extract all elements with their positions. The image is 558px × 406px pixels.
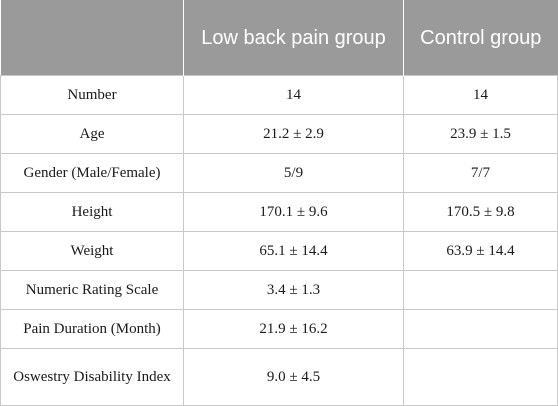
lbp-value: 65.1 ± 14.4 bbox=[183, 231, 404, 271]
control-value: 63.9 ± 14.4 bbox=[403, 231, 558, 271]
row-label: Oswestry Disability Index bbox=[0, 348, 184, 406]
row-label: Age bbox=[0, 114, 184, 154]
lbp-value: 14 bbox=[183, 75, 404, 115]
header-label-column bbox=[0, 0, 184, 76]
control-value: 7/7 bbox=[403, 153, 558, 193]
table-row: Gender (Male/Female) 5/9 7/7 bbox=[0, 153, 558, 193]
lbp-value: 3.4 ± 1.3 bbox=[183, 270, 404, 310]
lbp-value: 5/9 bbox=[183, 153, 404, 193]
control-value bbox=[403, 348, 558, 406]
header-low-back-pain-group: Low back pain group bbox=[183, 0, 404, 76]
lbp-value: 170.1 ± 9.6 bbox=[183, 192, 404, 232]
table-header-row: Low back pain group Control group bbox=[0, 0, 558, 76]
table-row: Oswestry Disability Index 9.0 ± 4.5 bbox=[0, 348, 558, 406]
row-label: Weight bbox=[0, 231, 184, 271]
table-row: Number 14 14 bbox=[0, 75, 558, 115]
row-label: Gender (Male/Female) bbox=[0, 153, 184, 193]
lbp-value: 21.9 ± 16.2 bbox=[183, 309, 404, 349]
header-control-group: Control group bbox=[403, 0, 558, 76]
control-value: 170.5 ± 9.8 bbox=[403, 192, 558, 232]
table-row: Height 170.1 ± 9.6 170.5 ± 9.8 bbox=[0, 192, 558, 232]
row-label: Number bbox=[0, 75, 184, 115]
table-row: Numeric Rating Scale 3.4 ± 1.3 bbox=[0, 270, 558, 310]
control-value bbox=[403, 309, 558, 349]
control-value bbox=[403, 270, 558, 310]
control-value: 14 bbox=[403, 75, 558, 115]
lbp-value: 9.0 ± 4.5 bbox=[183, 348, 404, 406]
table-row: Age 21.2 ± 2.9 23.9 ± 1.5 bbox=[0, 114, 558, 154]
lbp-value: 21.2 ± 2.9 bbox=[183, 114, 404, 154]
table-row: Weight 65.1 ± 14.4 63.9 ± 14.4 bbox=[0, 231, 558, 271]
row-label: Height bbox=[0, 192, 184, 232]
control-value: 23.9 ± 1.5 bbox=[403, 114, 558, 154]
row-label: Pain Duration (Month) bbox=[0, 309, 184, 349]
row-label: Numeric Rating Scale bbox=[0, 270, 184, 310]
table-row: Pain Duration (Month) 21.9 ± 16.2 bbox=[0, 309, 558, 349]
